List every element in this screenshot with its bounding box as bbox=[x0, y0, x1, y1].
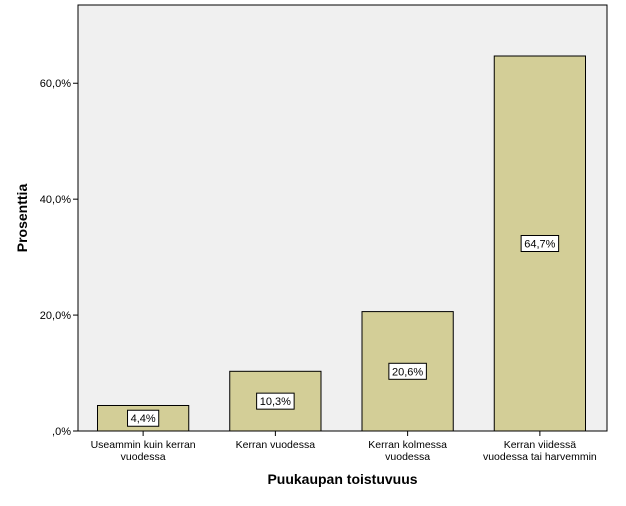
x-tick-label: Kerran kolmessa vuodessa bbox=[368, 439, 447, 463]
bars: 4,4% 10,3% 20,6% 64,7% bbox=[96, 55, 587, 432]
y-axis: ,0% 20,0% 40,0% 60,0% bbox=[40, 78, 78, 438]
y-tick-label: 20,0% bbox=[40, 310, 71, 322]
x-tick-label: Kerran viidessä vuodessa tai harvemmin bbox=[483, 439, 597, 463]
data-label-box bbox=[127, 409, 160, 427]
data-label-text: 64,7% bbox=[524, 239, 555, 251]
data-label-text: 20,6% bbox=[392, 366, 423, 378]
y-tick-label: 60,0% bbox=[40, 78, 71, 90]
data-label: 20,6% bbox=[388, 362, 427, 380]
data-label: 10,3% bbox=[256, 392, 295, 410]
y-axis-title: Prosenttia bbox=[14, 184, 30, 253]
data-label-text: 4,4% bbox=[131, 413, 156, 425]
y-tick-label: 40,0% bbox=[40, 194, 71, 206]
data-label-box bbox=[256, 392, 295, 410]
data-label: 64,7% bbox=[520, 235, 560, 253]
data-label-box bbox=[520, 235, 560, 253]
y-tick-label: ,0% bbox=[52, 426, 71, 438]
data-label-box bbox=[388, 362, 427, 380]
data-label: 4,4% bbox=[127, 409, 160, 427]
x-axis-title: Puukaupan toistuvuus bbox=[267, 471, 417, 487]
x-tick-label: Useammin kuin kerran vuodessa bbox=[91, 439, 196, 463]
x-axis: Useammin kuin kerran vuodessa Kerran vuode… bbox=[91, 431, 597, 463]
x-tick-label: Kerran vuodessa bbox=[236, 439, 316, 451]
data-label-text: 10,3% bbox=[260, 396, 291, 408]
